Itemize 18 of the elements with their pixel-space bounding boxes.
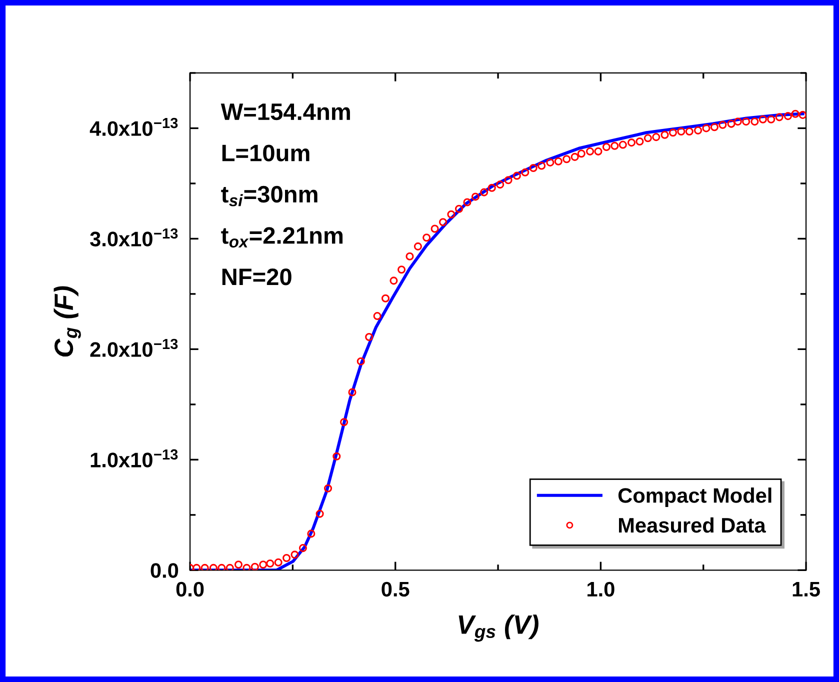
annotation: L=10um	[222, 144, 310, 162]
x-axis-title: V$_{gs}$ (V)	[458, 614, 538, 642]
y-tick-label: 4.0x10$^{−13}$	[90, 118, 178, 136]
y-tick-label: 2.0x10$^{−13}$	[90, 338, 178, 357]
y-tick-label: 3.0x10$^{−13}$	[90, 228, 178, 246]
x-tick-label: 1.5	[792, 582, 820, 597]
y-axis-title: C$_{g}$ (F)	[54, 286, 81, 357]
x-tick-label: 0.0	[176, 582, 204, 597]
legend-label: Compact Model	[618, 488, 772, 507]
x-tick-label: 1.0	[588, 582, 614, 597]
y-tick-label: 1.0x10$^{−13}$	[90, 449, 178, 468]
annotation: t$_{ox}$=2.21nm	[221, 227, 343, 248]
annotation: NF=20	[222, 268, 292, 286]
legend-label: Measured Data	[618, 517, 766, 533]
annotation: W=154.4nm	[220, 104, 350, 120]
x-tick-label: 0.5	[382, 582, 410, 597]
y-tick-label: 0.0	[150, 563, 178, 578]
annotation: t$_{si}$=30nm	[221, 186, 318, 206]
